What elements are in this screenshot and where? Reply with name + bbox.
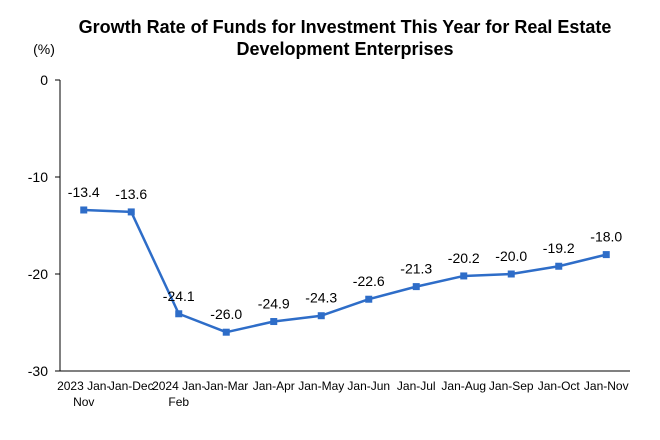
axes [59,80,630,372]
x-tick-label: Jan-Nov [584,379,629,393]
x-tick-label: 2024 Jan- Feb [152,379,205,409]
data-point-marker [507,270,515,278]
data-point-marker [270,318,278,326]
x-tick-label: Jan-Jun [347,379,390,393]
series-line [83,208,607,334]
x-tick-label-line: Jan-May [298,379,344,393]
data-point-marker [80,206,88,214]
x-tick-label-line: Jan-Aug [441,379,486,393]
data-point-marker [460,272,468,280]
x-tick-label-line: Jan-Mar [204,379,248,393]
y-tick-label: -30 [28,363,48,379]
x-tick-label-line: Jan-Apr [253,379,295,393]
x-tick-label-line: 2023 Jan- [57,379,110,393]
data-point-marker [317,312,325,320]
y-axis-unit-label: (%) [33,41,55,57]
data-label: -22.6 [353,273,385,289]
x-tick-label: 2023 Jan- Nov [57,379,110,409]
data-label: -24.1 [163,288,195,304]
x-tick-label-line: Feb [168,395,189,409]
data-label: -13.4 [68,184,100,200]
x-tick-label: Jan-Mar [204,379,248,393]
data-point-marker [222,328,230,336]
data-labels: -13.4 -13.6 -24.1 -26.0 -24.9 -24.3 -22.6 -21.3… [68,184,623,322]
x-tick-label-line: Jan-Jun [347,379,390,393]
y-tick-label: 0 [40,72,48,88]
x-tick-label: Jan-Aug [441,379,486,393]
data-label: -19.2 [543,240,575,256]
data-label: -26.0 [210,306,242,322]
chart-title-line-1: Growth Rate of Funds for Investment This… [79,17,612,37]
data-points [80,206,610,336]
y-tick-label: -10 [28,169,48,185]
x-tick-label: Jan-Apr [253,379,295,393]
data-label: -24.3 [305,290,337,306]
x-tick-label-line: Jan-Dec [109,379,154,393]
data-label: -24.9 [258,296,290,312]
x-tick-label: Jan-Sep [489,379,534,393]
x-tick-label-line: Jan-Nov [584,379,629,393]
x-tick-label-line: Jan-Jul [397,379,436,393]
chart-title-line-2: Development Enterprises [236,39,453,59]
data-point-marker [175,310,183,318]
series-line-group [83,208,607,334]
data-label: -20.2 [448,250,480,266]
x-tick-label-line: Jan-Sep [489,379,534,393]
data-label: -13.6 [115,186,147,202]
data-point-marker [127,208,135,216]
x-tick-label: Jan-Jul [397,379,436,393]
data-point-marker [365,295,373,303]
data-point-marker [602,251,610,259]
data-label: -20.0 [495,248,527,264]
x-tick-label-line: 2024 Jan- [152,379,205,393]
x-tick-label: Jan-May [298,379,344,393]
x-tick-label-line: Nov [73,395,94,409]
x-tick-label-line: Jan-Oct [538,379,581,393]
y-tick-label: -20 [28,266,48,282]
data-point-marker [555,262,563,270]
data-label: -18.0 [590,229,622,245]
x-tick-label: Jan-Dec [109,379,154,393]
data-point-marker [412,283,420,291]
y-axis-ticks: 0 -10 -20 -30 [28,72,60,379]
x-tick-label: Jan-Oct [538,379,581,393]
data-label: -21.3 [400,261,432,277]
